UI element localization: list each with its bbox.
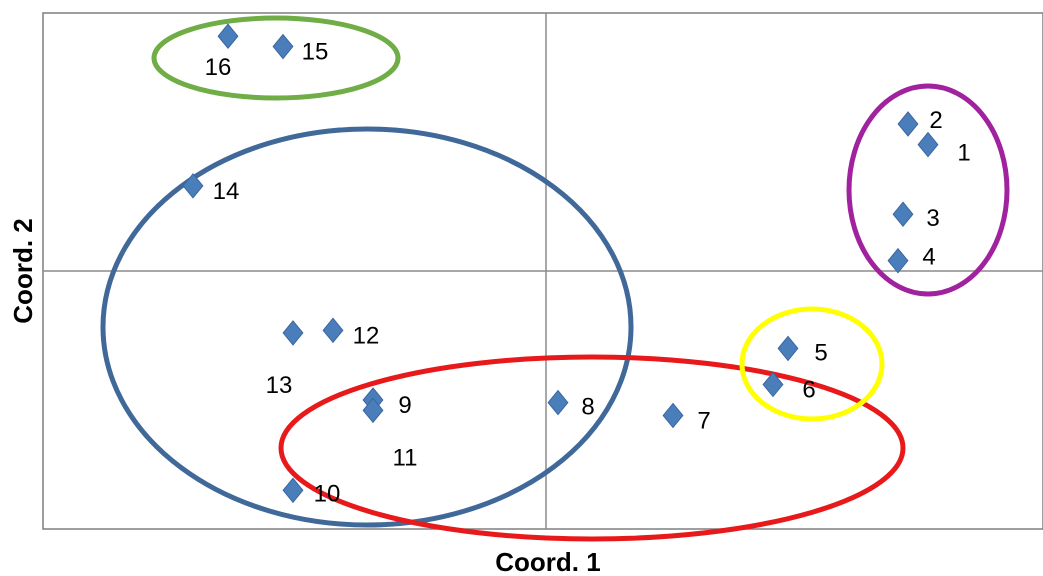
group-ellipses [100,15,1010,542]
data-point-4 [887,247,909,274]
data-point-12 [322,317,344,344]
point-label-14: 14 [213,178,240,205]
data-point-13 [282,320,304,346]
data-point-2 [897,111,919,137]
data-point-16 [217,23,239,50]
data-point-7 [662,402,684,429]
group-ellipse-1 [151,15,401,101]
point-label-5: 5 [814,339,827,366]
data-point-1 [917,131,939,158]
point-label-10: 10 [314,480,341,507]
point-label-11: 11 [393,444,418,471]
y-axis-title: Coord. 2 [8,218,38,323]
data-points [182,23,939,504]
data-point-8 [547,389,569,416]
group-ellipse-2 [100,126,634,528]
point-label-1: 1 [957,140,970,167]
point-label-3: 3 [926,205,939,232]
data-point-14 [182,173,204,199]
point-label-16: 16 [205,54,232,81]
x-axis-title: Coord. 1 [495,547,600,576]
data-point-3 [892,201,914,228]
data-point-15 [272,33,294,60]
point-label-8: 8 [581,394,594,421]
group-ellipse-4 [846,83,1010,297]
group-ellipse-5 [739,306,885,422]
data-point-6 [762,371,784,398]
point-label-13: 13 [266,372,293,399]
point-label-15: 15 [302,39,329,66]
point-label-7: 7 [697,407,710,434]
data-point-11 [362,397,384,424]
point-label-12: 12 [353,322,380,349]
data-point-10 [282,477,304,504]
point-label-4: 4 [922,244,935,271]
point-label-9: 9 [398,392,411,419]
group-ellipse-3 [278,354,906,542]
data-point-5 [777,335,799,362]
point-label-6: 6 [802,377,815,404]
point-labels: 12 3 4 5 6 7 8 9 11 10 12 13 14 15 16 [205,39,971,508]
point-label-2: 2 [929,107,942,134]
